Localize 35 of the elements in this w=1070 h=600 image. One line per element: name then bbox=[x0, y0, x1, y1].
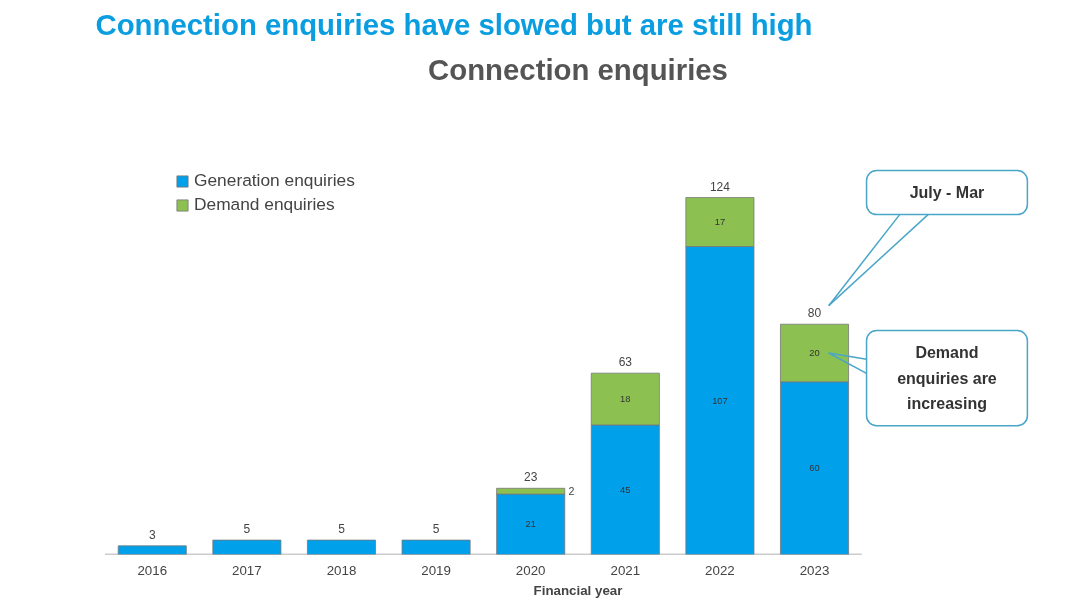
data-label: 60 bbox=[809, 463, 820, 474]
total-label: 3 bbox=[148, 527, 156, 542]
bar bbox=[307, 539, 376, 555]
data-label: 21 bbox=[525, 519, 536, 530]
total-label: 63 bbox=[618, 355, 633, 370]
bar bbox=[401, 539, 471, 555]
x-tick-label: 2018 bbox=[326, 562, 357, 578]
x-tick-label: 2021 bbox=[610, 562, 641, 578]
data-label: 17 bbox=[714, 217, 726, 228]
chart-title: Connection enquiries have slowed but are still high bbox=[95, 7, 813, 41]
legend-label: Demand enquiries bbox=[194, 194, 335, 215]
total-label: 5 bbox=[432, 522, 440, 537]
bar bbox=[117, 545, 187, 555]
chart-subtitle: Connection enquiries bbox=[428, 52, 728, 86]
data-label: 107 bbox=[712, 395, 728, 406]
x-tick-label: 2020 bbox=[515, 562, 546, 578]
data-label: 45 bbox=[620, 484, 631, 495]
x-tick-label: 2019 bbox=[421, 562, 451, 578]
x-tick-label: 2017 bbox=[232, 562, 262, 578]
total-label: 23 bbox=[524, 470, 538, 485]
total-label: 80 bbox=[807, 306, 822, 321]
x-axis-title: Financial year bbox=[533, 582, 623, 598]
x-tick-label: 2016 bbox=[137, 562, 168, 578]
x-tick-label: 2022 bbox=[705, 562, 735, 578]
legend-label: Generation enquiries bbox=[194, 170, 355, 191]
total-label: 5 bbox=[243, 522, 251, 537]
data-label: 2 bbox=[568, 485, 575, 498]
text: Demand enquiries are increasing bbox=[897, 344, 997, 413]
total-label: 124 bbox=[709, 179, 731, 194]
data-label: 18 bbox=[620, 394, 631, 405]
total-label: 5 bbox=[338, 522, 346, 537]
x-tick-label: 2023 bbox=[799, 562, 830, 578]
text: July - Mar bbox=[909, 184, 985, 202]
data-label: 20 bbox=[809, 348, 820, 359]
bar bbox=[212, 539, 282, 555]
